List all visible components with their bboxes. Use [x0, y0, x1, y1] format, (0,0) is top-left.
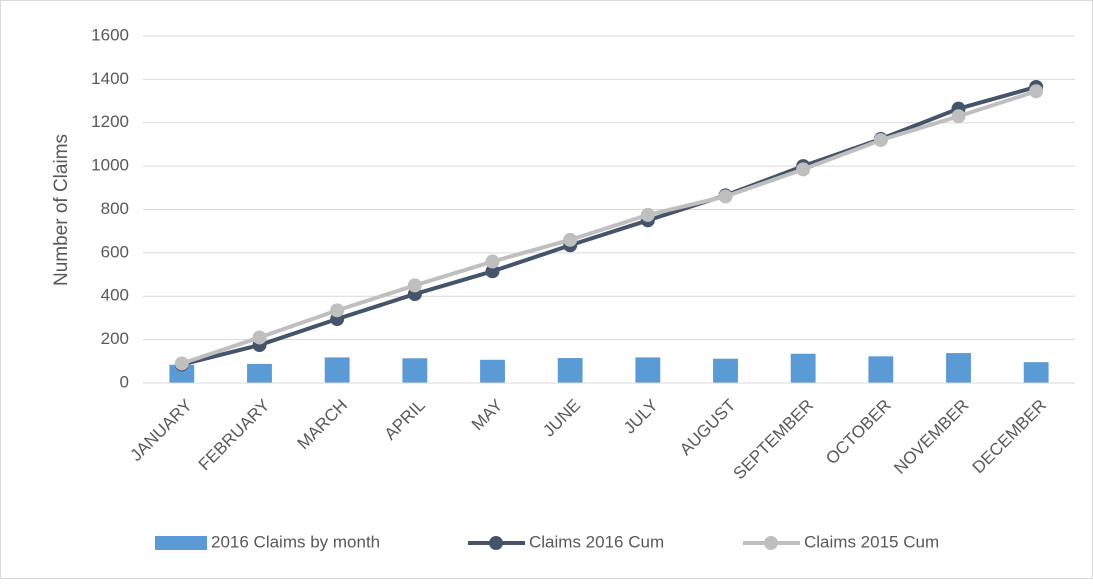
y-tick-label: 0 [120, 372, 129, 391]
point [951, 109, 966, 124]
bar [480, 359, 505, 383]
point [485, 254, 500, 269]
y-tick-label: 1600 [91, 25, 129, 44]
point [1029, 84, 1044, 99]
bar [1023, 362, 1049, 383]
legend-label: Claims 2015 Cum [804, 532, 939, 551]
point [330, 303, 345, 318]
point [485, 264, 500, 279]
y-tick-label: 400 [101, 286, 129, 305]
legend-label: 2016 Claims by month [211, 532, 380, 551]
legend-swatch [764, 536, 778, 550]
legend-label: Claims 2016 Cum [529, 532, 664, 551]
legend-swatch [489, 536, 503, 550]
bar [402, 358, 428, 383]
bar [946, 353, 971, 383]
bar [713, 358, 738, 383]
point [407, 278, 422, 293]
point [873, 133, 888, 148]
point [174, 356, 189, 371]
y-tick-label: 200 [101, 329, 129, 348]
line [181, 89, 1037, 366]
point [796, 162, 811, 177]
y-tick-label: 1000 [91, 156, 129, 175]
point [718, 189, 733, 204]
point [640, 207, 655, 222]
line [181, 85, 1037, 367]
legend-swatch [155, 536, 207, 550]
bar [790, 353, 816, 383]
point [252, 330, 267, 345]
y-tick-label: 600 [101, 242, 129, 261]
bar [635, 357, 661, 383]
bar [557, 358, 583, 383]
bar [324, 357, 350, 383]
y-tick-label: 1400 [91, 69, 129, 88]
y-tick-label: 800 [101, 199, 129, 218]
bar [169, 364, 195, 383]
point [563, 232, 578, 247]
bar [247, 363, 272, 383]
bar [868, 356, 894, 383]
y-axis-label: Number of Claims [51, 134, 72, 286]
y-tick-label: 1200 [91, 112, 129, 131]
